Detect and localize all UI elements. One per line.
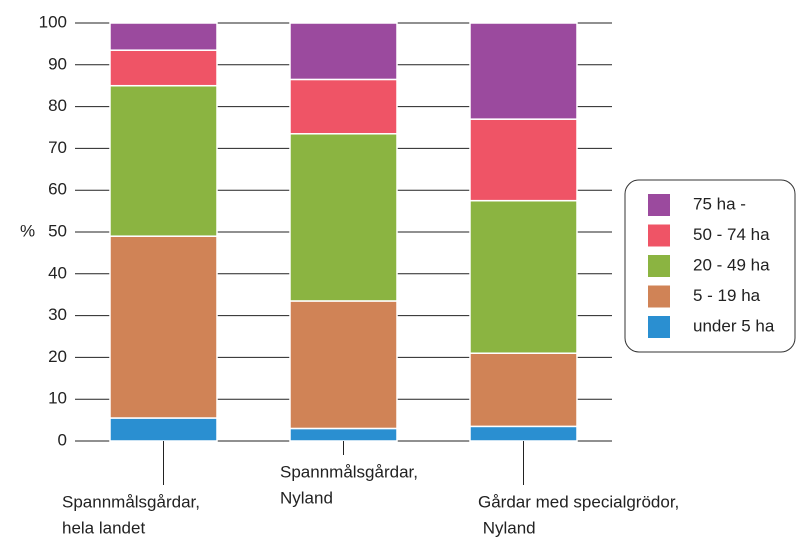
x-tick-label: Spannmålsgårdar,: [62, 492, 200, 511]
y-tick-label: 80: [48, 96, 67, 115]
bar-segment: [289, 427, 398, 442]
bar-segment: [109, 417, 218, 442]
bar-segment: [109, 22, 218, 51]
bar-segment: [289, 300, 398, 430]
bar-segment: [109, 49, 218, 87]
bar-segment: [289, 22, 398, 81]
legend-label: 20 - 49 ha: [693, 255, 770, 274]
x-tick-label: Spannmålsgårdar,: [280, 462, 418, 481]
bar-segment: [469, 118, 578, 202]
legend-swatch: [648, 255, 670, 277]
bar-segment: [469, 352, 578, 428]
y-tick-label: 20: [48, 347, 67, 366]
x-tick-label: hela landet: [62, 518, 145, 537]
bar-segment: [289, 78, 398, 135]
bar-segment: [109, 84, 218, 237]
legend-swatch: [648, 316, 670, 338]
x-tick-label: Nyland: [478, 518, 536, 537]
legend-label: under 5 ha: [693, 316, 775, 335]
y-axis-label: %: [20, 221, 35, 240]
y-tick-label: 70: [48, 138, 67, 157]
legend-label: 50 - 74 ha: [693, 225, 770, 244]
y-tick-label: 90: [48, 54, 67, 73]
bar-segment: [469, 199, 578, 354]
legend-label: 75 ha -: [693, 194, 746, 213]
legend-swatch: [648, 194, 670, 216]
bar-segment: [109, 235, 218, 419]
x-tick-label: Nyland: [280, 488, 333, 507]
bar-segment: [469, 22, 578, 120]
legend-box: [624, 179, 796, 353]
y-tick-label: 10: [48, 389, 67, 408]
legend-swatch: [648, 224, 670, 247]
bar-segment: [469, 425, 578, 442]
x-tick-label: Gårdar med specialgrödor,: [478, 492, 679, 511]
bar-segment: [289, 133, 398, 302]
y-tick-label: 0: [58, 430, 67, 449]
y-tick-label: 100: [39, 12, 67, 31]
y-tick-label: 30: [48, 305, 67, 324]
y-tick-label: 40: [48, 263, 67, 282]
legend-swatch: [648, 285, 670, 308]
y-tick-label: 50: [48, 221, 67, 240]
y-tick-label: 60: [48, 180, 67, 199]
legend-label: 5 - 19 ha: [693, 286, 761, 305]
